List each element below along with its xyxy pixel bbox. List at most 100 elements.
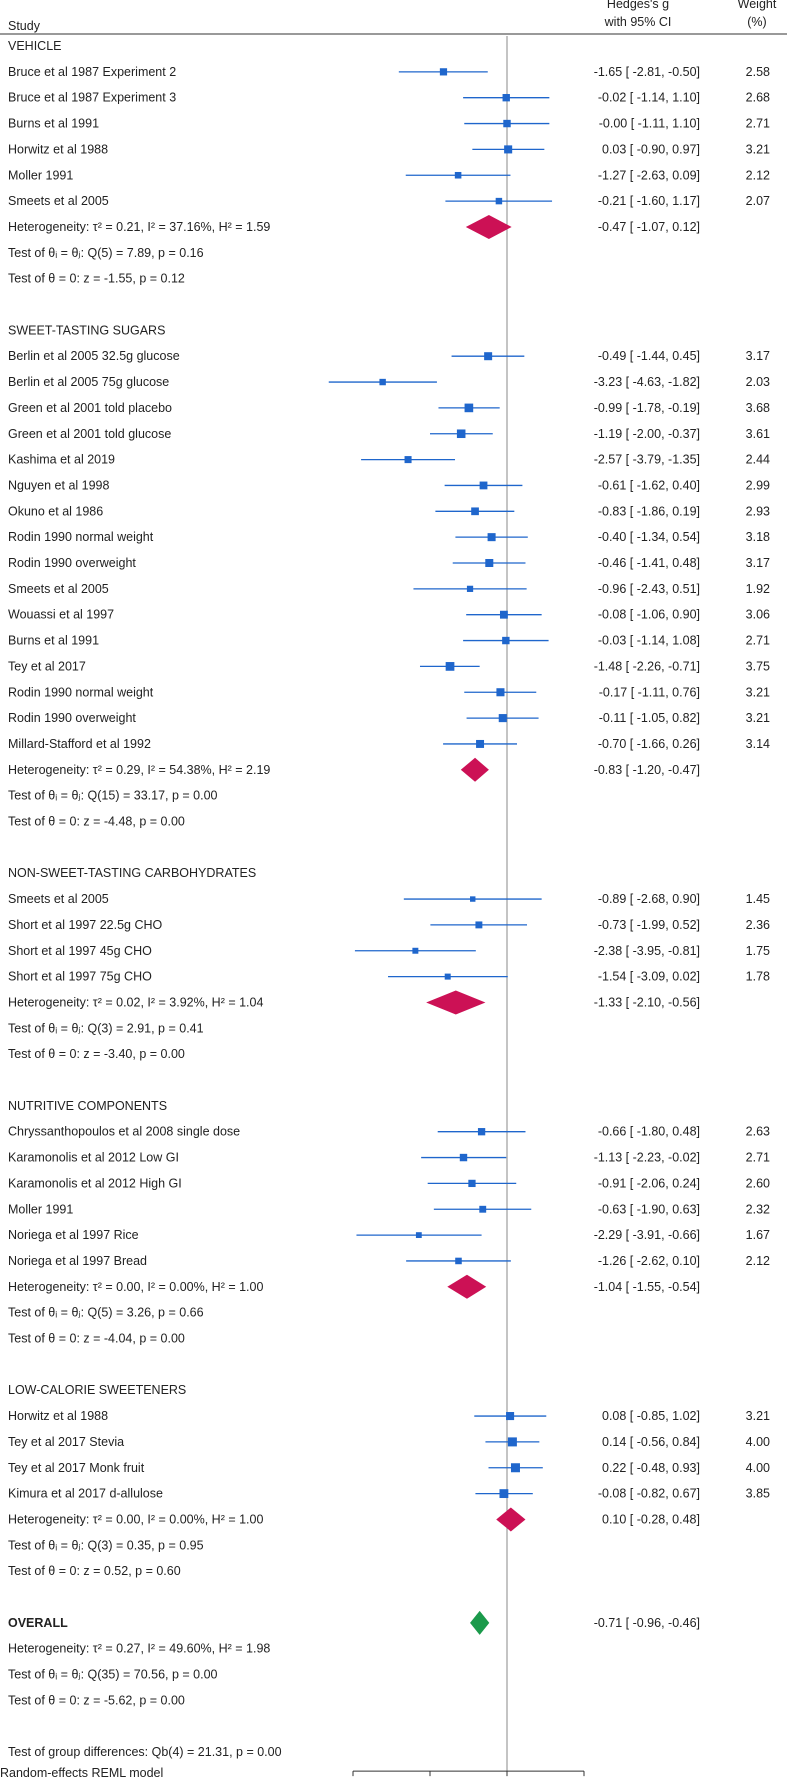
- text-label: Test of θ = 0: z = -5.62, p = 0.00: [8, 1693, 185, 1707]
- weight-value: 4.00: [746, 1461, 770, 1475]
- row-study: Noriega et al 1997 Bread -1.26 [ -2.62, 0…: [8, 1254, 770, 1268]
- weight-value: 2.68: [746, 91, 770, 105]
- weight-value: 1.45: [746, 892, 770, 906]
- effect-ci-value: -2.38 [ -3.95, -0.81]: [594, 944, 700, 958]
- weight-value: 1.75: [746, 944, 770, 958]
- effect-marker: [455, 1257, 462, 1265]
- weight-value: 2.71: [746, 634, 770, 648]
- effect-marker: [479, 1205, 487, 1213]
- pooled-label: Heterogeneity: τ² = 0.29, I² = 54.38%, H…: [8, 763, 270, 777]
- study-label: Kimura et al 2017 d-allulose: [8, 1487, 163, 1501]
- row-study: Rodin 1990 normal weight -0.17 [ -1.11, 0…: [8, 685, 770, 699]
- group-label: SWEET-TASTING SUGARS: [8, 323, 165, 337]
- effect-marker: [445, 662, 455, 671]
- row-study: Rodin 1990 overweight -0.46 [ -1.41, 0.48…: [8, 556, 770, 570]
- study-label: Tey et al 2017: [8, 659, 86, 673]
- study-label: Bruce et al 1987 Experiment 2: [8, 65, 176, 79]
- study-label: Noriega et al 1997 Rice: [8, 1228, 139, 1242]
- study-label: Green et al 2001 told glucose: [8, 427, 171, 441]
- effect-ci-value: -0.08 [ -1.06, 0.90]: [598, 608, 700, 622]
- footnote: Random-effects REML model: [0, 1766, 163, 1780]
- row-study: Smeets et al 2005 -0.89 [ -2.68, 0.90] 1.4…: [8, 892, 770, 906]
- effect-marker: [464, 403, 474, 413]
- study-label: Millard-Stafford et al 1992: [8, 737, 151, 751]
- weight-value: 3.18: [746, 530, 770, 544]
- effect-ci-value: -2.29 [ -3.91, -0.66]: [594, 1228, 700, 1242]
- row-study: Tey et al 2017 Monk fruit 0.22 [ -0.48, 0…: [8, 1461, 770, 1475]
- effect-marker: [503, 119, 511, 128]
- row-text: Test of θ = 0: z = 0.52, p = 0.60: [8, 1564, 181, 1578]
- study-label: Rodin 1990 normal weight: [8, 530, 154, 544]
- row-study: Moller 1991 -0.63 [ -1.90, 0.63] 2.32: [8, 1202, 770, 1216]
- study-label: Karamonolis et al 2012 High GI: [8, 1176, 182, 1190]
- row-study: Millard-Stafford et al 1992 -0.70 [ -1.66…: [8, 737, 770, 751]
- pooled-label: Heterogeneity: τ² = 0.02, I² = 3.92%, H²…: [8, 995, 263, 1009]
- effect-ci-value: -0.99 [ -1.78, -0.19]: [594, 401, 700, 415]
- effect-marker: [379, 378, 386, 386]
- pooled-effect-value: -0.47 [ -1.07, 0.12]: [598, 220, 700, 234]
- pooled-effect-value: -1.04 [ -1.55, -0.54]: [594, 1280, 700, 1294]
- effect-ci-value: -0.70 [ -1.66, 0.26]: [598, 737, 700, 751]
- row-group: NON-SWEET-TASTING CARBOHYDRATES: [8, 866, 256, 880]
- row-study: Karamonolis et al 2012 High GI -0.91 [ -2…: [8, 1176, 770, 1190]
- effect-marker: [502, 636, 510, 645]
- axis-tick-label: 0: [504, 1779, 511, 1781]
- pooled-diamond: [447, 1274, 487, 1299]
- pooled-diamond: [460, 757, 489, 782]
- weight-value: 3.68: [746, 401, 770, 415]
- row-study: Rodin 1990 overweight -0.11 [ -1.05, 0.82…: [8, 711, 770, 725]
- effect-marker: [495, 197, 503, 205]
- weight-value: 3.21: [746, 1409, 770, 1423]
- row-study: Tey et al 2017 -1.48 [ -2.26, -0.71] 3.75: [8, 659, 770, 673]
- study-label: Rodin 1990 overweight: [8, 711, 136, 725]
- effect-ci-value: -0.00 [ -1.11, 1.10]: [599, 117, 700, 131]
- effect-ci-value: -1.65 [ -2.81, -0.50]: [594, 65, 700, 79]
- row-group: SWEET-TASTING SUGARS: [8, 323, 165, 337]
- row-study: Horwitz et al 1988 0.08 [ -0.85, 1.02] 3.2…: [8, 1409, 770, 1423]
- row-study: Short et al 1997 75g CHO -1.54 [ -3.09, 0…: [8, 970, 770, 984]
- effect-marker: [459, 1153, 468, 1162]
- group-label: VEHICLE: [8, 39, 62, 53]
- row-text: Test of θ = 0: z = -4.48, p = 0.00: [8, 815, 185, 829]
- row-study: Bruce et al 1987 Experiment 2 -1.65 [ -2.…: [8, 65, 770, 79]
- text-label: Test of θᵢ = θⱼ: Q(5) = 3.26, p = 0.66: [8, 1306, 204, 1320]
- text-label: Test of θ = 0: z = 0.52, p = 0.60: [8, 1564, 181, 1578]
- study-label: Green et al 2001 told placebo: [8, 401, 172, 415]
- row-group: NUTRITIVE COMPONENTS: [8, 1099, 167, 1113]
- row-study: Bruce et al 1987 Experiment 3 -0.02 [ -1.…: [8, 91, 770, 105]
- row-study: Smeets et al 2005 -0.21 [ -1.60, 1.17] 2.0…: [8, 194, 770, 208]
- row-study: Okuno et al 1986 -0.83 [ -1.86, 0.19] 2.93: [8, 504, 770, 518]
- weight-value: 2.93: [746, 504, 770, 518]
- weight-value: 2.71: [746, 117, 770, 131]
- effect-marker: [504, 145, 513, 154]
- weight-value: 2.32: [746, 1202, 770, 1216]
- row-pooled: Heterogeneity: τ² = 0.21, I² = 37.16%, H…: [8, 214, 700, 239]
- weight-value: 2.63: [746, 1125, 770, 1139]
- text-label: Test of θ = 0: z = -1.55, p = 0.12: [8, 272, 185, 286]
- text-label: Test of θ = 0: z = -4.04, p = 0.00: [8, 1332, 185, 1346]
- text-label: Test of θᵢ = θⱼ: Q(3) = 2.91, p = 0.41: [8, 1021, 204, 1035]
- study-label: Moller 1991: [8, 168, 73, 182]
- weight-value: 2.71: [746, 1151, 770, 1165]
- study-label: Moller 1991: [8, 1202, 73, 1216]
- effect-ci-value: -0.03 [ -1.14, 1.08]: [598, 634, 700, 648]
- weight-value: 1.78: [746, 970, 770, 984]
- row-text: Test of group differences: Qb(4) = 21.31…: [8, 1745, 282, 1759]
- effect-marker: [484, 352, 493, 361]
- study-label: Short et al 1997 75g CHO: [8, 970, 152, 984]
- study-label: Berlin et al 2005 75g glucose: [8, 375, 169, 389]
- effect-ci-value: -0.49 [ -1.44, 0.45]: [598, 349, 700, 363]
- effect-marker: [412, 947, 419, 954]
- effect-ci-value: 0.03 [ -0.90, 0.97]: [602, 142, 700, 156]
- effect-ci-value: -0.46 [ -1.41, 0.48]: [598, 556, 700, 570]
- effect-ci-value: -0.61 [ -1.62, 0.40]: [598, 478, 700, 492]
- effect-marker: [510, 1463, 520, 1473]
- effect-ci-value: -1.27 [ -2.63, 0.09]: [598, 168, 700, 182]
- header-weight-line1: Weight: [738, 0, 777, 11]
- header-study: Study: [8, 19, 41, 33]
- effect-ci-value: -0.89 [ -2.68, 0.90]: [598, 892, 700, 906]
- effect-marker: [496, 688, 505, 697]
- pooled-label: Heterogeneity: τ² = 0.00, I² = 0.00%, H²…: [8, 1280, 263, 1294]
- effect-marker: [439, 68, 448, 76]
